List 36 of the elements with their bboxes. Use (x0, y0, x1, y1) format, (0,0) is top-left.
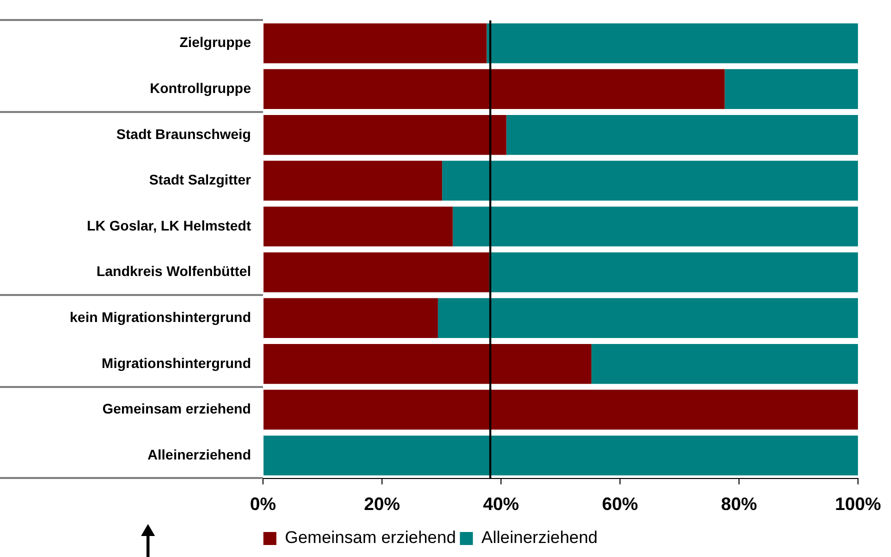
y-tick-label: kein Migrationshintergrund (70, 308, 251, 325)
bar (591, 344, 858, 384)
y-tick-label: Migrationshintergrund (102, 354, 251, 371)
y-tick-label: Alleinerziehend (148, 446, 251, 462)
x-tick-label: 20% (364, 494, 400, 514)
legend-label: Gemeinsam erziehend (284, 528, 456, 548)
bar (506, 114, 858, 155)
x-tick-label: 60% (602, 494, 638, 514)
bar (264, 23, 487, 64)
bar (264, 390, 858, 430)
bar (264, 298, 438, 338)
y-tick-label: Landkreis Wolfenbüttel (96, 263, 251, 280)
y-tick-label: Stadt Salzgitter (149, 172, 252, 188)
y-tick-label: Zielgruppe (179, 34, 252, 50)
bar (438, 298, 858, 338)
x-tick-label: 0% (250, 494, 276, 514)
bar (442, 160, 858, 201)
y-tick-label: LK Goslar, LK Helmstedt (86, 217, 252, 234)
bar (489, 252, 858, 292)
legend-label: Alleinerziehend (481, 528, 598, 548)
bar (264, 344, 592, 384)
bar (724, 69, 858, 110)
y-tick-label: Gemeinsam erziehend (102, 400, 251, 417)
y-tick-label: Kontrollgruppe (150, 80, 252, 96)
bar (486, 23, 858, 64)
bar (264, 69, 725, 110)
bar (264, 114, 506, 155)
bar (264, 252, 490, 292)
bar (264, 160, 442, 201)
bar (264, 206, 453, 246)
x-tick-label: 80% (720, 494, 757, 514)
y-tick-label: Stadt Braunschweig (116, 126, 251, 142)
bar (264, 436, 858, 476)
x-tick-label: 100% (834, 494, 882, 514)
bar (452, 206, 858, 246)
x-tick-label: 40% (482, 494, 520, 514)
